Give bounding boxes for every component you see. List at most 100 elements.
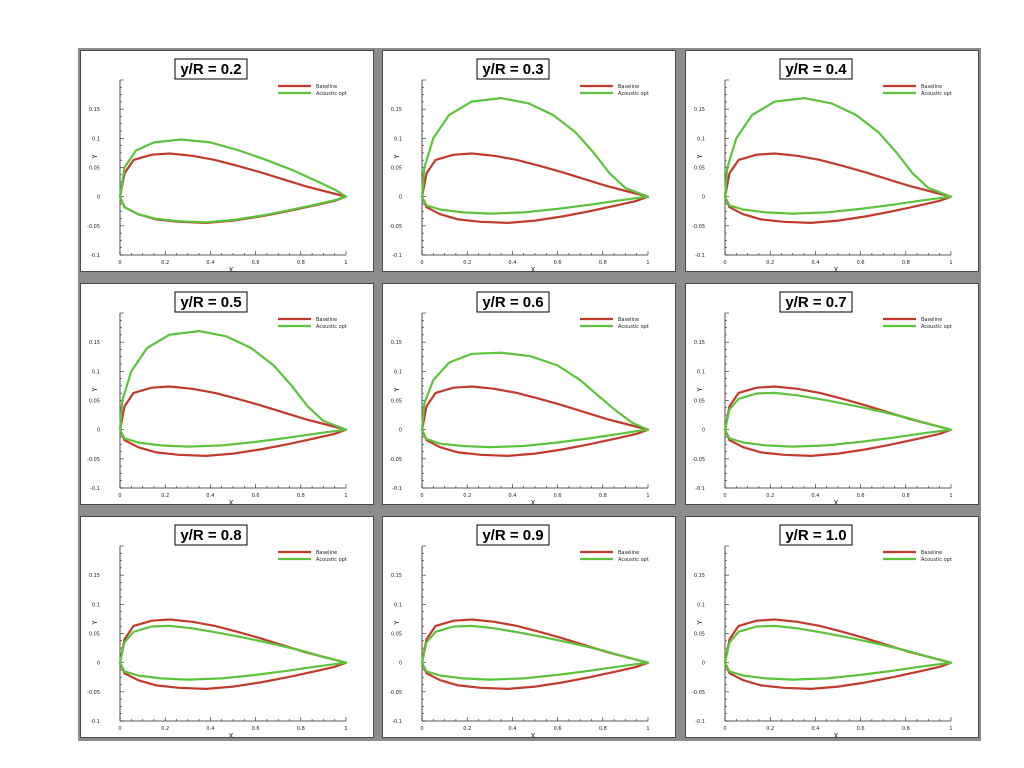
y-tick-label: 0 (399, 428, 402, 434)
x-axis-label: X (229, 499, 234, 504)
plot-svg: 0 0.2 0.4 0.6 0.8 1 -0.1 -0.05 0 0.05 0.1 0.15 X Yy/R… (87, 58, 348, 271)
plot-svg: 0 0.2 0.4 0.6 0.8 1 -0.1 -0.05 0 0.05 0.1 0.15 X Yy/R… (389, 524, 650, 737)
x-tick-label: 1 (949, 260, 952, 266)
x-tick-label: 0.4 (508, 493, 516, 499)
y-tick-label: -0.1 (90, 486, 100, 492)
series-line (723, 391, 953, 448)
x-tick-label: 0.6 (857, 493, 865, 499)
y-tick-label: 0.15 (89, 573, 100, 579)
y-tick-label: -0.05 (692, 224, 705, 230)
legend-label: Baseline (618, 317, 639, 323)
x-tick-label: 0.8 (297, 260, 305, 266)
x-tick-label: 0 (420, 260, 423, 266)
plot-title-box (174, 291, 248, 313)
y-tick-label: -0.1 (695, 719, 705, 725)
y-tick-label: -0.05 (692, 690, 705, 696)
x-tick-label: 0 (723, 726, 726, 732)
y-tick-label: -0.1 (392, 486, 402, 492)
plot-svg: 0 0.2 0.4 0.6 0.8 1 -0.1 -0.05 0 0.05 0.1 0.15 X Yy/R… (87, 291, 348, 504)
legend-label: Acoustic opt (921, 557, 952, 563)
plot-svg: 0 0.2 0.4 0.6 0.8 1 -0.1 -0.05 0 0.05 0.1 0.15 X Yy/R… (692, 524, 953, 737)
y-tick-label: -0.1 (695, 253, 705, 259)
plot-svg: 0 0.2 0.4 0.6 0.8 1 -0.1 -0.05 0 0.05 0.1 0.15 X Yy/R… (87, 524, 348, 737)
y-tick-label: 0.1 (697, 136, 705, 142)
plot-title-box (779, 291, 853, 313)
y-tick-label: 0.05 (391, 399, 402, 405)
x-tick-label: 0.8 (297, 726, 305, 732)
legend-label: Acoustic opt (316, 324, 347, 330)
plot-title: y/R = 0.2 (180, 61, 241, 78)
x-tick-label: 1 (344, 260, 347, 266)
y-tick-label: 0.05 (89, 399, 100, 405)
x-tick-label: 1 (646, 260, 649, 266)
plot-svg: 0 0.2 0.4 0.6 0.8 1 -0.1 -0.05 0 0.05 0.1 0.15 X Yy/R… (389, 58, 650, 271)
y-tick-label: 0.05 (89, 166, 100, 172)
plot-title: y/R = 0.4 (785, 61, 847, 78)
x-tick-label: 0.8 (297, 493, 305, 499)
y-tick-label: -0.05 (389, 224, 402, 230)
x-axis-label: X (834, 499, 839, 504)
x-tick-label: 0.4 (508, 726, 516, 732)
series-line (723, 97, 953, 215)
y-axis-label: Y (696, 154, 704, 160)
x-tick-label: 1 (344, 493, 347, 499)
y-tick-label: 0.15 (694, 107, 705, 113)
y-tick-label: 0.1 (697, 369, 705, 375)
y-tick-label: -0.1 (90, 719, 100, 725)
legend-label: Acoustic opt (921, 91, 952, 97)
plot-title-box (476, 291, 550, 313)
legend-label: Baseline (316, 84, 337, 90)
x-tick-label: 0.4 (206, 260, 214, 266)
y-tick-label: 0.15 (89, 340, 100, 346)
legend-label: Baseline (618, 84, 639, 90)
x-tick-label: 0 (118, 726, 121, 732)
y-tick-label: 0.15 (391, 340, 402, 346)
x-tick-label: 0.8 (902, 260, 910, 266)
y-tick-label: 0 (97, 428, 100, 434)
x-tick-label: 0.2 (463, 493, 471, 499)
legend-label: Baseline (316, 317, 337, 323)
legend-label: Acoustic opt (618, 324, 649, 330)
plot-title: y/R = 0.3 (482, 61, 543, 78)
y-tick-label: -0.1 (392, 719, 402, 725)
y-tick-label: -0.1 (695, 486, 705, 492)
y-tick-label: 0 (399, 661, 402, 667)
legend-label: Baseline (921, 317, 942, 323)
series-line (118, 330, 348, 448)
y-tick-label: 0.1 (92, 369, 100, 375)
legend-label: Baseline (921, 550, 942, 556)
y-tick-label: 0 (702, 661, 705, 667)
y-tick-label: 0.1 (92, 602, 100, 608)
x-tick-label: 0.6 (857, 726, 865, 732)
plot-title-box (476, 524, 550, 546)
plot-title-box (174, 524, 248, 546)
x-tick-label: 0 (118, 260, 121, 266)
y-tick-label: 0.05 (694, 632, 705, 638)
x-tick-label: 0.2 (161, 493, 169, 499)
x-axis-label: X (531, 732, 536, 737)
legend-label: Acoustic opt (316, 557, 347, 563)
x-tick-label: 1 (949, 493, 952, 499)
y-axis-label: Y (91, 154, 99, 160)
y-tick-label: 0.1 (697, 602, 705, 608)
x-tick-label: 0.8 (599, 493, 607, 499)
x-tick-label: 0.6 (554, 493, 562, 499)
y-tick-label: 0.05 (391, 632, 402, 638)
x-tick-label: 0 (420, 493, 423, 499)
y-axis-label: Y (696, 620, 704, 626)
x-tick-label: 0 (723, 493, 726, 499)
y-tick-label: 0.15 (694, 573, 705, 579)
x-tick-label: 0.8 (902, 493, 910, 499)
legend-label: Acoustic opt (618, 557, 649, 563)
y-tick-label: -0.05 (87, 457, 100, 463)
y-tick-label: 0 (97, 195, 100, 201)
x-axis-label: X (531, 499, 536, 504)
x-tick-label: 0.4 (508, 260, 516, 266)
x-axis-label: X (229, 266, 234, 271)
plot-title-box (174, 58, 248, 80)
